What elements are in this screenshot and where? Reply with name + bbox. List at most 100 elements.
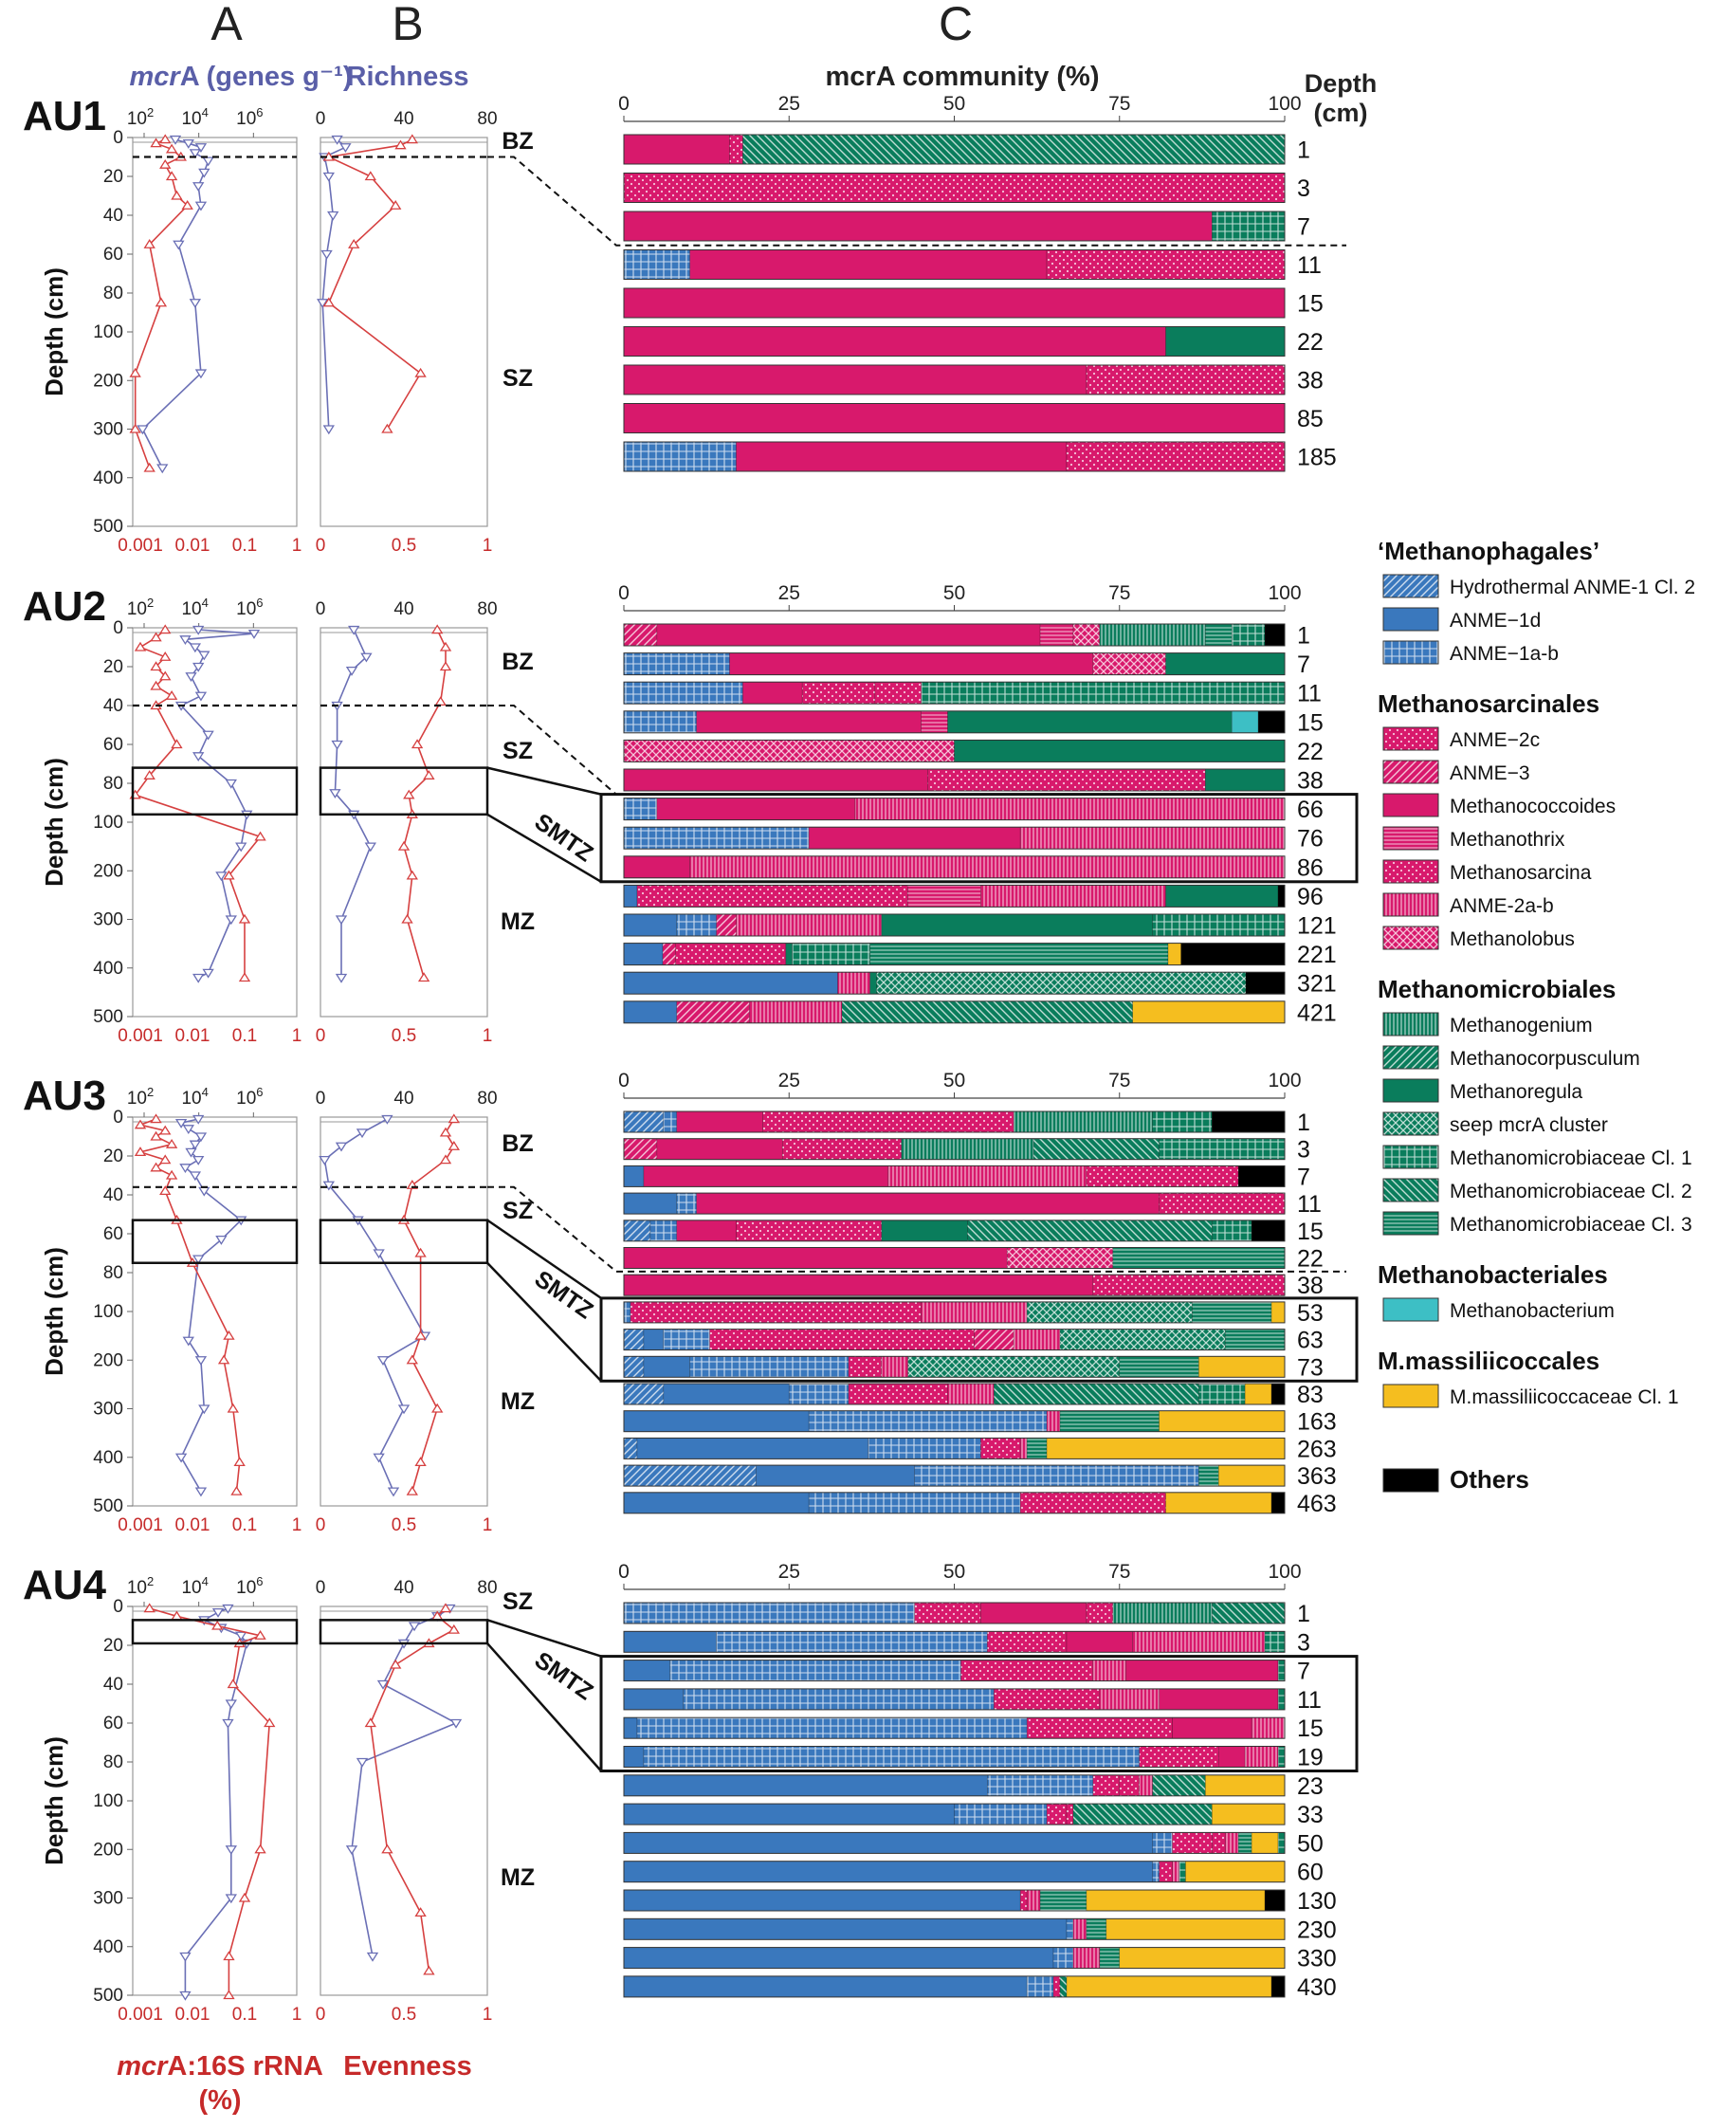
bar-segment-methanococcoides [696,710,922,734]
richness-point [366,1952,379,1962]
bar-segment-anme2ab [1046,1410,1061,1432]
evenness-point [448,1624,460,1634]
community-bar: 85 [623,403,1324,433]
richness-point [360,652,373,663]
bar-segment-mmc2 [1059,1975,1068,1998]
richness-point [327,211,339,221]
community-bar: 86 [623,854,1324,881]
bar-depth-label: 53 [1297,1300,1324,1327]
bar-outline [623,1630,1286,1653]
bar-segment-anme2c [1172,1832,1213,1854]
bar-depth-label: 230 [1297,1917,1337,1943]
community-bar: 96 [623,884,1324,910]
evenness-point [414,1457,427,1467]
bar-segment-anme1d [623,1832,1153,1854]
bar-segment-hydrothermal_anme1 [623,1356,645,1378]
smtz-bar-box [599,1655,1359,1772]
evenness-tick: 0.5 [392,1515,416,1535]
bar-outline [623,1889,1286,1912]
abundance-point [194,143,208,153]
abundance-point [185,1147,197,1158]
bar-segment-anme2c [1092,1774,1121,1797]
bar-outline [623,739,1286,762]
community-tick: 0 [618,1561,630,1583]
bar-outline [623,1138,1286,1161]
bar-depth-label: 11 [1297,1191,1322,1218]
bar-outline [623,326,1286,357]
bar-segment-methanosarcina [1066,1803,1074,1825]
bar-depth-label: 363 [1297,1463,1337,1490]
bar-segment-anme2ab [1132,1631,1266,1653]
bar-segment-anme2ab [1019,1438,1028,1459]
ratio-point [129,367,141,377]
legend-group: M.massiliicoccales M.massiliicoccaceae Cl… [1378,1347,1679,1408]
bar-segment-methanococcoides [676,1220,737,1242]
bar-segment-methanosarcina [623,173,1286,203]
bar-outline [623,1947,1286,1970]
bar-segment-anme2ab [837,971,870,995]
community-bar: 7 [623,651,1310,678]
bar-outline [623,1000,1286,1024]
abundance-line [179,629,255,979]
zone-label-mz: MZ [501,908,535,935]
abundance-point [194,691,208,702]
evenness-point [423,770,435,780]
richness-point [331,740,343,750]
evenness-point [434,696,447,706]
evenness-point [414,1247,427,1257]
bar-depth-label: 19 [1297,1745,1324,1771]
evenness-tick: 0.5 [392,536,416,556]
bar-segment-others [1264,1889,1286,1912]
bar-segment-anme2c [994,1688,1101,1711]
bar-segment-anme1ab [676,913,717,937]
abundance-line [179,1118,243,1493]
bar-segment-mmassilii [1066,1975,1272,1998]
bar-segment-anme1ab [623,652,730,675]
bar-segment-mmc1 [1152,1110,1213,1133]
ratio-point [155,297,168,307]
richness-point [317,299,329,308]
depth-axis-label: Depth (cm) [40,758,68,887]
evenness-point [439,1154,452,1165]
bar-segment-anme1ab [914,1464,1199,1487]
bar-segment-methanosarcina [762,1110,1014,1133]
ratio-tick: 0.01 [175,1515,210,1535]
bar-segment-mmc2 [841,1000,1133,1024]
bar-outline [623,1660,1286,1682]
richness-point [331,135,343,145]
bar-segment-methanogenium [1112,1602,1213,1624]
bar-outline [623,1274,1286,1296]
bar-outline [623,1192,1286,1215]
bar-segment-mmc3 [1224,1329,1286,1350]
bar-segment-mmassilii [1212,1803,1286,1825]
community-bar: 7 [623,211,1310,242]
bar-segment-anme1ab [663,1329,710,1350]
abundance-point [194,1356,208,1366]
bar-segment-anme3 [623,623,658,647]
bar-segment-anme2c [848,1356,883,1378]
evenness-point [423,1965,435,1975]
bar-segment-methanolobus [1092,652,1166,675]
bar-segment-mmc1 [1277,1660,1286,1681]
bar-segment-methanococcoides [623,134,730,165]
ratio-tick: 0.01 [175,2005,210,2025]
abundance-point [137,425,149,435]
bar-depth-label: 15 [1297,1219,1324,1245]
legend-label: Methanomicrobiaceae Cl. 3 [1450,1214,1692,1236]
evenness-point [397,840,411,851]
smtz-box [131,1619,299,1645]
community-bar: 66 [623,797,1324,823]
ratio-tick: 0.001 [118,1026,163,1046]
legend-group: Methanosarcinales ANME−2c ANME−3 Methanococ… [1378,689,1616,950]
ratio-tick: 0.1 [232,2005,257,2025]
bar-segment-mmc3 [1059,1410,1160,1432]
bar-depth-label: 50 [1297,1830,1324,1857]
legend-label: M.massiliicoccaceae Cl. 1 [1450,1386,1679,1408]
abundance-point [192,752,205,762]
bar-outline [623,1165,1286,1187]
smtz-connector [486,1642,602,1772]
bar-outline [623,913,1286,937]
zone-boundary-connector [487,156,1346,247]
bar-segment-methanoregula [881,913,1153,937]
bar-segment-mmc2 [1152,1774,1206,1797]
